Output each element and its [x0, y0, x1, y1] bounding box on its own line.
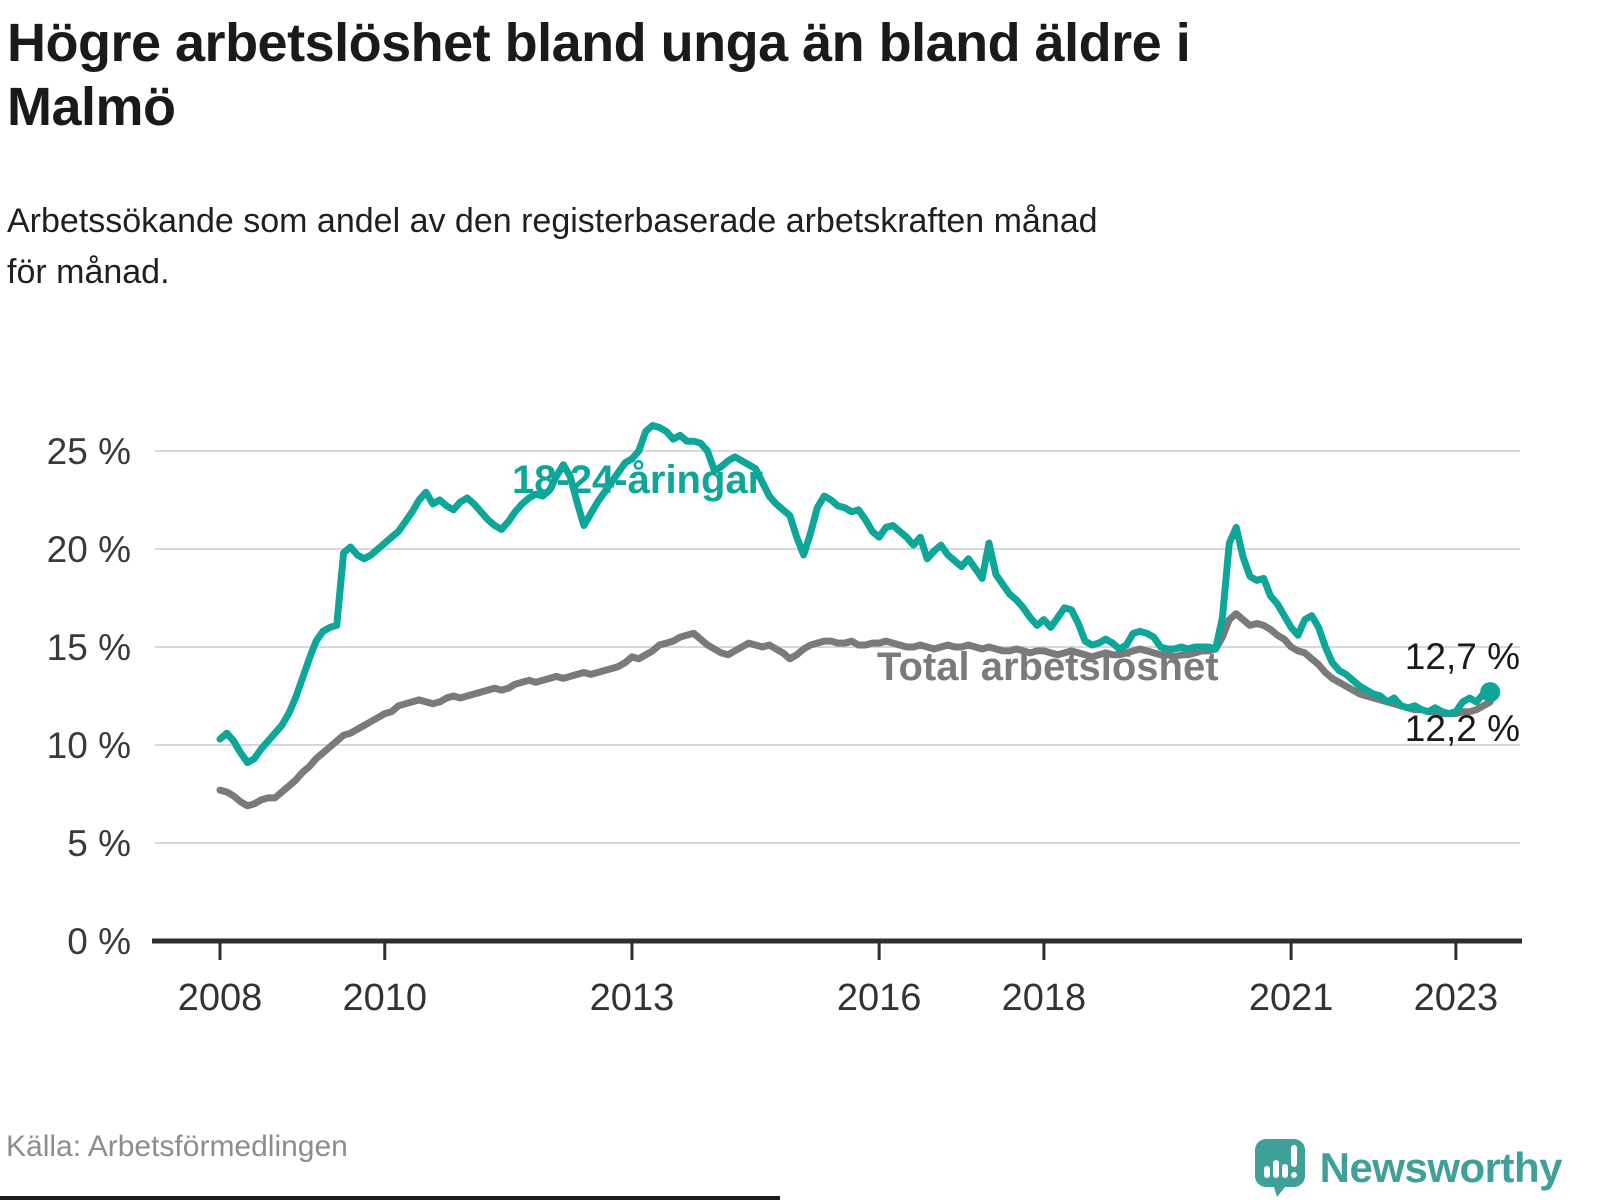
end-value-total: 12,2 %	[1404, 708, 1520, 749]
bottom-progress-line	[0, 1196, 780, 1200]
x-tick-label: 2021	[1249, 977, 1334, 1019]
x-tick-label: 2008	[178, 977, 263, 1019]
y-tick-label: 5 %	[67, 823, 131, 864]
end-dot-young	[1480, 682, 1501, 703]
series-label-total: Total arbetslöshet	[877, 645, 1219, 689]
x-tick-label: 2013	[590, 977, 675, 1019]
x-tick-label: 2018	[1002, 977, 1087, 1019]
page-title: Högre arbetslöshet bland unga än bland ä…	[7, 13, 1191, 137]
newsworthy-logo: Newsworthy	[1254, 1138, 1563, 1198]
series-line-young	[216, 422, 1494, 767]
newsworthy-logo-icon	[1254, 1139, 1305, 1197]
newsworthy-wordmark: Newsworthy	[1319, 1144, 1563, 1191]
x-tick-label: 2023	[1414, 977, 1499, 1019]
chart-subtitle: Arbetssökande som andel av den registerb…	[7, 202, 1098, 291]
end-value-young: 12,7 %	[1404, 636, 1520, 677]
x-tick-label: 2016	[837, 977, 922, 1019]
y-tick-label: 20 %	[47, 529, 131, 570]
y-tick-label: 15 %	[47, 627, 131, 668]
y-tick-label: 0 %	[67, 921, 131, 962]
y-tick-label: 10 %	[47, 725, 131, 766]
series-label-young: 18-24-åringar	[512, 458, 764, 502]
source-note: Källa: Arbetsförmedlingen	[6, 1130, 348, 1163]
y-tick-label: 25 %	[47, 431, 131, 472]
series-line-total	[216, 610, 1494, 810]
x-tick-label: 2010	[343, 977, 428, 1019]
